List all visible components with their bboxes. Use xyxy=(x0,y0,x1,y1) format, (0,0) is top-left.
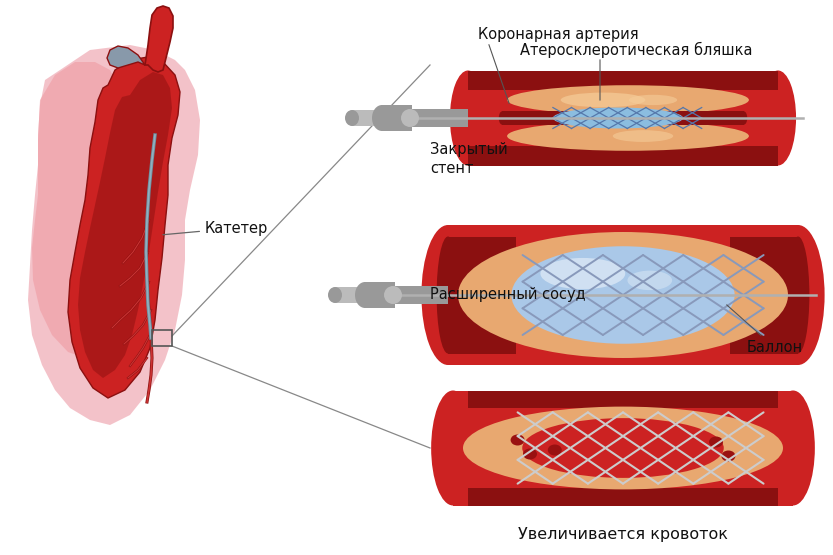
Bar xyxy=(502,112,744,125)
Ellipse shape xyxy=(721,451,736,462)
Ellipse shape xyxy=(511,435,525,446)
Text: Увеличивается кровоток: Увеличивается кровоток xyxy=(518,527,728,542)
Ellipse shape xyxy=(771,225,825,365)
Ellipse shape xyxy=(561,93,646,107)
Ellipse shape xyxy=(507,85,749,115)
Ellipse shape xyxy=(553,108,683,128)
Ellipse shape xyxy=(463,407,783,490)
Bar xyxy=(468,391,778,408)
Ellipse shape xyxy=(372,105,392,131)
Bar xyxy=(730,236,798,354)
Ellipse shape xyxy=(436,236,459,354)
Polygon shape xyxy=(32,62,120,358)
Ellipse shape xyxy=(522,418,724,478)
Polygon shape xyxy=(68,57,180,398)
Bar xyxy=(335,287,365,303)
Text: Расширенный сосуд: Расширенный сосуд xyxy=(430,287,586,302)
Ellipse shape xyxy=(627,271,672,290)
Ellipse shape xyxy=(760,70,796,165)
Polygon shape xyxy=(145,6,173,72)
Ellipse shape xyxy=(458,232,788,358)
Ellipse shape xyxy=(345,110,359,126)
Text: Закрытый
стент: Закрытый стент xyxy=(430,142,508,175)
Ellipse shape xyxy=(541,258,626,289)
Ellipse shape xyxy=(511,246,735,344)
Bar xyxy=(468,70,778,90)
Bar xyxy=(468,145,778,165)
Bar xyxy=(365,282,395,308)
Ellipse shape xyxy=(741,112,747,125)
Text: Коронарная артерия: Коронарная артерия xyxy=(478,28,639,43)
Bar xyxy=(382,105,412,131)
Text: Баллон: Баллон xyxy=(726,305,803,355)
Ellipse shape xyxy=(548,445,561,456)
Ellipse shape xyxy=(771,391,815,506)
Ellipse shape xyxy=(507,122,749,151)
Bar xyxy=(468,70,778,165)
Ellipse shape xyxy=(421,225,475,365)
Ellipse shape xyxy=(786,236,810,354)
Ellipse shape xyxy=(709,436,723,447)
Polygon shape xyxy=(78,72,172,378)
Bar xyxy=(448,236,516,354)
Ellipse shape xyxy=(499,112,506,125)
Ellipse shape xyxy=(431,391,475,506)
Ellipse shape xyxy=(629,95,677,105)
Ellipse shape xyxy=(523,448,537,460)
Ellipse shape xyxy=(613,130,673,142)
Ellipse shape xyxy=(450,70,486,165)
Bar xyxy=(152,330,172,346)
Bar xyxy=(468,488,778,506)
Polygon shape xyxy=(28,45,200,425)
Polygon shape xyxy=(107,46,145,68)
Ellipse shape xyxy=(401,109,419,127)
Text: Катетер: Катетер xyxy=(162,220,268,235)
Text: Атеросклеротическая бляшка: Атеросклеротическая бляшка xyxy=(520,42,752,58)
Bar xyxy=(352,110,382,126)
Ellipse shape xyxy=(384,286,402,304)
Ellipse shape xyxy=(328,287,342,303)
Ellipse shape xyxy=(355,282,375,308)
Bar xyxy=(410,109,468,127)
Bar xyxy=(393,286,448,304)
Bar xyxy=(448,225,798,365)
Bar xyxy=(453,391,793,506)
